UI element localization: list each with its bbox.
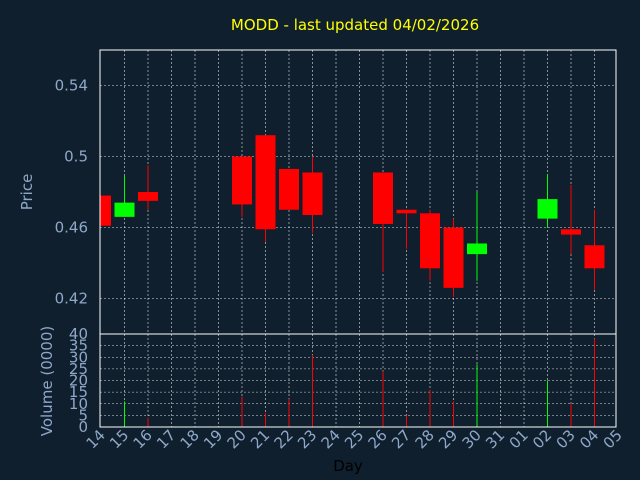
candle-body: [232, 156, 252, 205]
candle-body: [561, 229, 581, 235]
tick-labels: 400.420.460.50.5405101520253035141516171…: [55, 77, 626, 453]
x-tick-label: 18: [177, 426, 203, 452]
volume-grid: [100, 334, 616, 427]
candle-body: [279, 168, 299, 210]
x-tick-label: 23: [294, 426, 320, 452]
candle-body: [420, 213, 440, 269]
x-axis-label: Day: [333, 457, 363, 475]
price-candles: [100, 135, 605, 297]
candle-body: [373, 172, 393, 224]
candle-body: [100, 195, 111, 226]
volume-tick-label: 10: [69, 395, 88, 413]
volume-axis-label: Volume (0000): [38, 326, 56, 436]
candle-body: [138, 192, 158, 201]
candle-body: [396, 209, 417, 214]
x-tick-label: 17: [153, 426, 179, 452]
x-tick-label: 22: [271, 426, 297, 452]
candle-body: [114, 202, 135, 217]
volume-tick-label: 20: [69, 372, 88, 390]
volume-tick-label: 25: [69, 360, 88, 378]
x-tick-label: 28: [412, 426, 438, 452]
volume-panel-frame: [99, 333, 617, 428]
x-tick-label: 02: [529, 426, 555, 452]
price-grid: [100, 50, 616, 334]
price-tick-label: 40: [69, 325, 88, 343]
price-panel-frame: [99, 49, 617, 335]
x-tick-label: 01: [506, 426, 532, 452]
x-tick-label: 20: [224, 426, 250, 452]
volume-tick-label: 5: [78, 406, 88, 424]
x-tick-label: 25: [341, 426, 367, 452]
candle-body: [255, 135, 276, 230]
price-tick-label: 0.42: [55, 290, 88, 308]
price-tick-label: 0.46: [55, 219, 88, 237]
x-tick-label: 04: [576, 426, 602, 452]
x-tick-label: 15: [106, 426, 132, 452]
price-axis-label: Price: [18, 174, 36, 211]
x-tick-label: 03: [553, 426, 579, 452]
chart-title: MODD - last updated 04/02/2026: [231, 16, 479, 34]
x-tick-label: 21: [247, 426, 273, 452]
x-tick-label: 16: [130, 426, 156, 452]
x-tick-label: 19: [200, 426, 226, 452]
volume-tick-label: 30: [69, 348, 88, 366]
x-tick-label: 05: [600, 426, 626, 452]
volume-tick-label: 35: [69, 337, 88, 355]
x-tick-label: 24: [318, 426, 344, 452]
volume-bars: [124, 338, 595, 427]
x-tick-label: 27: [388, 426, 414, 452]
x-tick-label: 26: [365, 426, 391, 452]
x-tick-label: 29: [435, 426, 461, 452]
volume-tick-label: 0: [78, 418, 88, 436]
x-tick-label: 30: [459, 426, 485, 452]
candle-body: [302, 172, 323, 216]
price-tick-label: 0.54: [55, 77, 88, 95]
x-tick-label: 31: [482, 426, 508, 452]
price-tick-label: 0.5: [64, 148, 88, 166]
candle-body: [584, 245, 605, 269]
candle-body: [537, 199, 558, 219]
candle-body: [443, 227, 464, 288]
candle-body: [467, 243, 487, 255]
volume-tick-label: 15: [69, 383, 88, 401]
